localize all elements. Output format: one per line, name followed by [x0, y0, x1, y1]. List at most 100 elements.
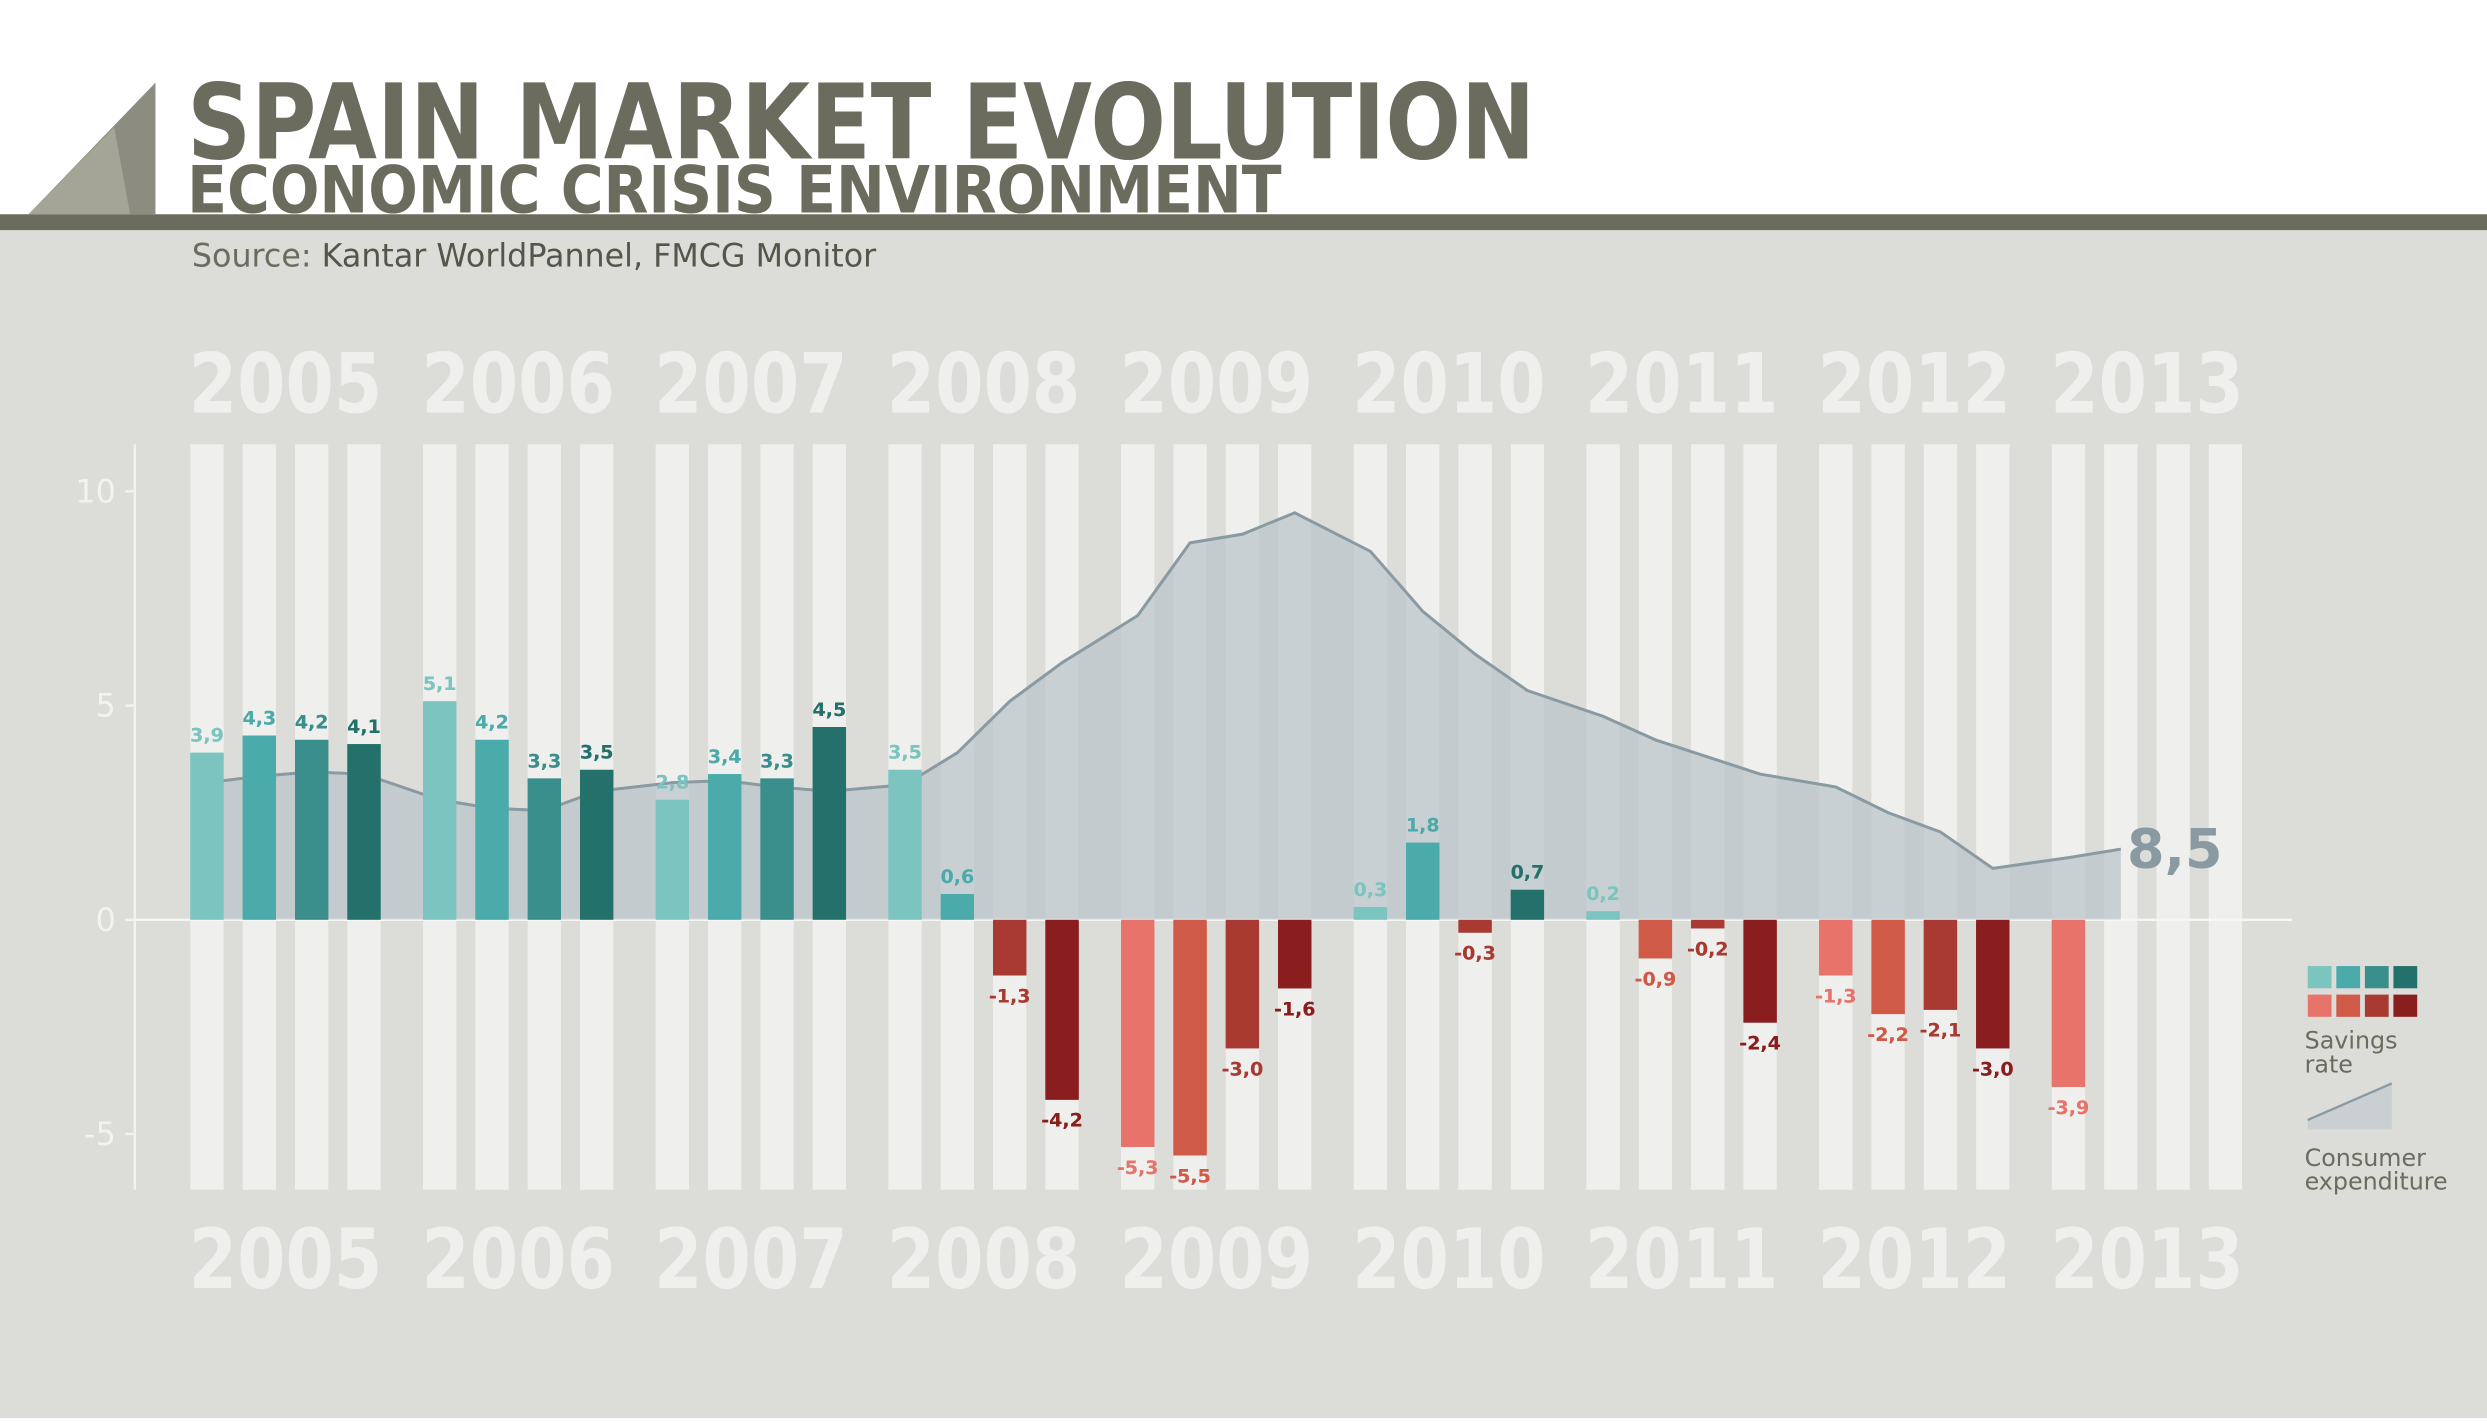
value-label: 4,2 — [475, 712, 509, 734]
value-label: -0,9 — [1635, 968, 1677, 990]
plot: 2005 2005 2006 2006 2007 2007 2008 2008 2009 2009… — [75, 337, 2447, 1309]
quarter-stripe — [1278, 444, 1312, 1190]
quarter-stripe — [1976, 444, 2010, 1190]
value-label: -3,0 — [1222, 1058, 1264, 1080]
expenditure-line — [206, 511, 2122, 870]
bar — [1743, 919, 1777, 1023]
value-label: -2,1 — [1920, 1020, 1962, 1042]
value-label: 3,4 — [708, 746, 742, 768]
quarter-stripe — [1406, 444, 1440, 1190]
quarter-stripe — [2104, 444, 2138, 1190]
value-label: 4,5 — [813, 699, 847, 721]
value-label: 4,3 — [242, 707, 276, 729]
value-label: 0,2 — [1586, 883, 1620, 905]
bar — [1510, 889, 1545, 920]
quarter-stripe — [1510, 444, 1545, 1190]
legend-line — [2307, 1082, 2393, 1122]
year-label-top: 2007 — [654, 337, 848, 433]
bar — [1121, 919, 1155, 1147]
year-label-top: 2006 — [421, 337, 615, 433]
quarter-stripe — [1225, 444, 1260, 1190]
bar — [708, 774, 742, 920]
quarter-stripe — [1458, 444, 1492, 1190]
bar — [1691, 919, 1725, 929]
value-label: 2,8 — [656, 772, 690, 794]
year-label-top: 2012 — [1818, 337, 2012, 433]
legend-swatch — [2336, 994, 2361, 1017]
bar — [2051, 919, 2086, 1087]
source-label: Source: — [192, 239, 312, 275]
annotation: 8,5 — [2127, 818, 2223, 881]
legend-label: Consumer expenditure — [2305, 1144, 2448, 1196]
legend-swatch — [2336, 966, 2361, 989]
quarter-stripe — [2156, 444, 2190, 1190]
year-label-bottom: 2012 — [1818, 1212, 2012, 1308]
year-label-top: 2009 — [1119, 337, 1313, 433]
value-label: -0,2 — [1687, 938, 1729, 960]
quarter-stripe — [1353, 444, 1388, 1190]
bar — [1353, 906, 1388, 920]
y-tick-label: 0 — [96, 903, 116, 939]
value-label: -0,3 — [1454, 943, 1496, 965]
legend-swatch — [2307, 966, 2332, 989]
year-label-bottom: 2013 — [2050, 1212, 2244, 1308]
bar — [993, 919, 1027, 976]
bar — [760, 778, 794, 920]
year-label-bottom: 2008 — [887, 1212, 1081, 1308]
value-label: 3,3 — [528, 750, 562, 772]
value-label: -3,0 — [1972, 1058, 2014, 1080]
value-label: 3,5 — [888, 742, 922, 764]
bar — [1819, 919, 1853, 976]
value-label: 0,3 — [1354, 879, 1388, 901]
value-label: 0,2 — [1586, 883, 1620, 905]
y-tick-label: -5 — [84, 1117, 116, 1153]
year-label-bottom: 2009 — [1119, 1212, 1313, 1308]
year-label-top: 2013 — [2050, 337, 2244, 433]
value-label: 3,5 — [580, 742, 614, 764]
value-label: -1,6 — [1274, 998, 1316, 1020]
value-label: -1,3 — [989, 985, 1031, 1007]
bar — [190, 752, 224, 920]
value-label: -3,9 — [2048, 1097, 2090, 1119]
legend-swatch — [2393, 966, 2418, 989]
bar — [655, 799, 690, 920]
value-label: 3,5 — [888, 742, 922, 764]
value-label: 0,7 — [1511, 862, 1545, 884]
value-label: 3,3 — [760, 750, 794, 772]
bar — [1638, 919, 1673, 959]
year-label-bottom: 2007 — [654, 1212, 848, 1308]
logo-facet — [28, 127, 131, 215]
value-label: -3,0 — [1222, 1058, 1264, 1080]
quarter-stripe — [2208, 444, 2243, 1190]
value-label: -2,2 — [1867, 1024, 1909, 1046]
value-label: 5,1 — [423, 673, 457, 695]
legend-swatch — [2364, 966, 2389, 989]
value-label: 3,9 — [190, 725, 224, 747]
value-label: 3,4 — [708, 746, 742, 768]
value-label: -3,9 — [2048, 1097, 2090, 1119]
quarter-stripe — [1586, 444, 1620, 1190]
quarter-stripe — [993, 444, 1027, 1190]
value-label: 4,2 — [475, 712, 509, 734]
value-label: -4,2 — [1041, 1110, 1083, 1132]
value-label: -2,2 — [1867, 1024, 1909, 1046]
bar — [888, 769, 922, 920]
bar — [940, 894, 975, 920]
value-label: 0,7 — [1511, 862, 1545, 884]
value-label: 4,1 — [347, 716, 381, 738]
value-label: -5,5 — [1169, 1165, 1211, 1187]
chart-title: SPAIN MARKET EVOLUTION — [187, 62, 1535, 184]
value-label: -1,3 — [989, 985, 1031, 1007]
value-label: 4,5 — [813, 699, 847, 721]
bar — [475, 739, 509, 920]
value-label: 3,3 — [528, 750, 562, 772]
value-label: -2,4 — [1739, 1033, 1781, 1055]
quarter-stripe — [1691, 444, 1725, 1190]
value-label: 0,6 — [941, 866, 975, 888]
year-label-bottom: 2005 — [189, 1212, 383, 1308]
value-label: -0,2 — [1687, 938, 1729, 960]
value-label: -0,3 — [1454, 943, 1496, 965]
quarter-stripe — [1923, 444, 1958, 1190]
value-label: 4,2 — [295, 712, 329, 734]
